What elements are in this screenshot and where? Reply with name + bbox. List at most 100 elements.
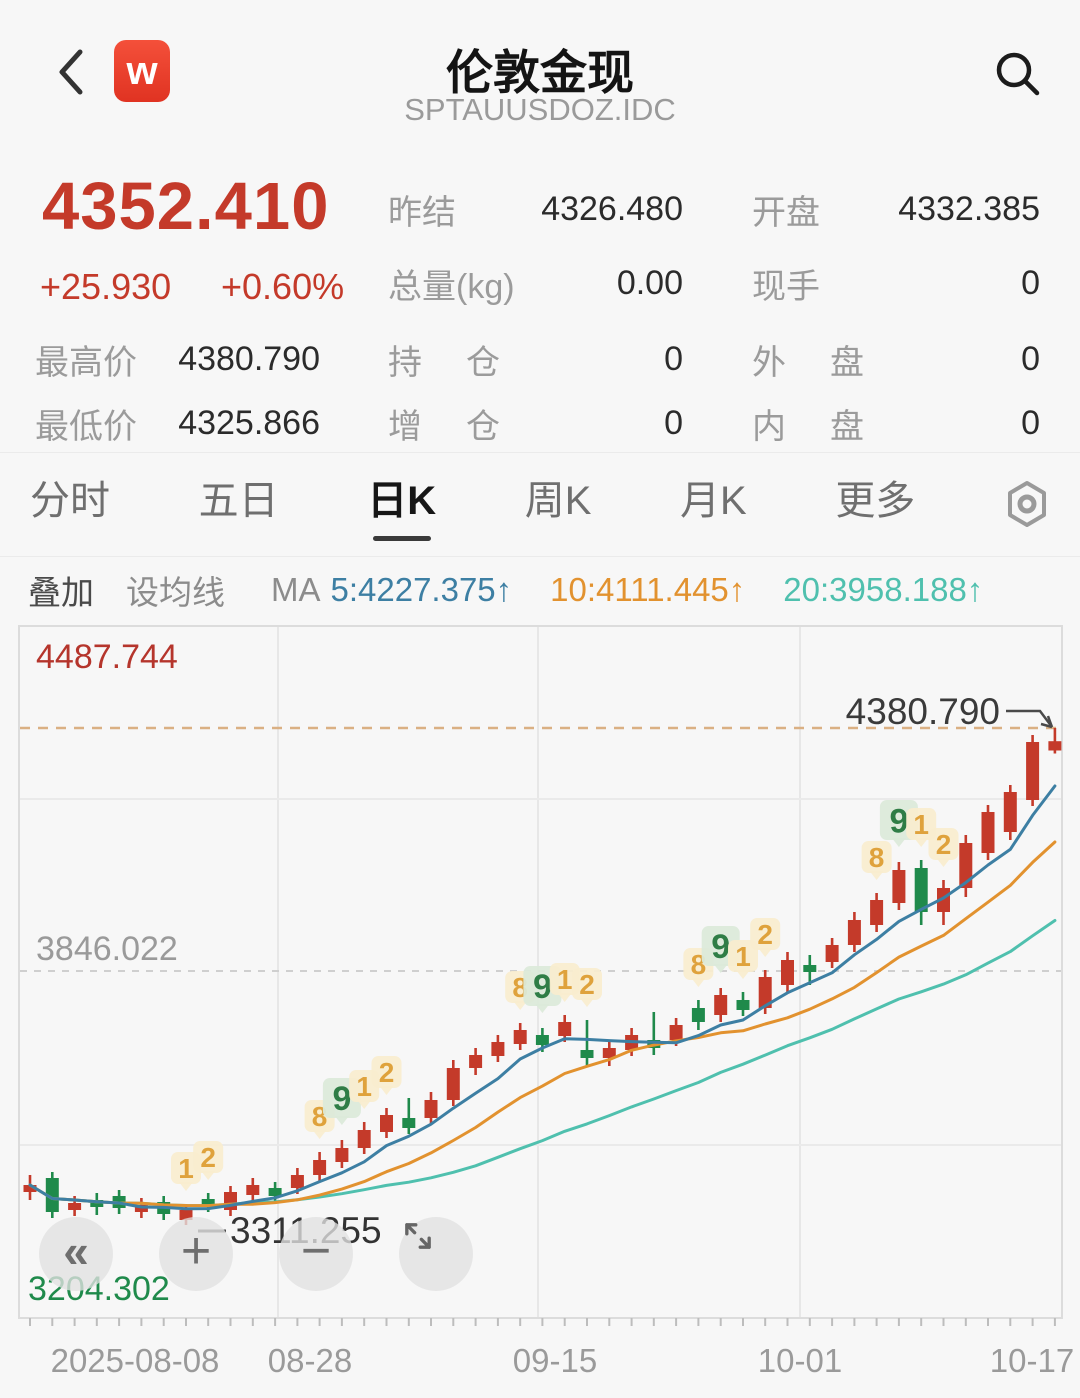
kline-chart[interactable]: 1 2 8 9 1 2 8 9 1 2 8 9 1 2 8 9 1 2 4487.744 3846.022 3204.3… xyxy=(0,620,1080,1332)
stat-label: 总量(kg) xyxy=(388,267,515,306)
stat-label: 增仓 xyxy=(388,407,500,446)
svg-text:1: 1 xyxy=(557,964,573,995)
tab-minute[interactable]: 分时 xyxy=(30,478,110,523)
chart-settings-button[interactable] xyxy=(1004,479,1050,529)
signal-badge-2: 2 xyxy=(750,918,781,957)
ma10-line xyxy=(28,840,1057,1208)
stat-value: 4332.385 xyxy=(898,189,1040,228)
stat-value: 0 xyxy=(664,339,683,378)
stat-label: 现手 xyxy=(752,267,820,306)
svg-text:1: 1 xyxy=(356,1071,372,1102)
back-chevron-icon xyxy=(59,49,83,95)
high-price-marker: 4380.790 xyxy=(846,691,1000,732)
x-axis-labels: 2025-08-08 08-28 09-15 10-01 10-17 xyxy=(0,1334,1080,1394)
divider xyxy=(0,556,1080,557)
ma20-value: 20:3958.188↑ xyxy=(783,571,984,608)
price-change: +25.930 xyxy=(40,266,172,307)
search-button[interactable] xyxy=(990,46,1046,102)
ma5-line xyxy=(28,784,1057,1211)
stat-cell: 现手 0 xyxy=(752,262,1040,306)
stat-value: 0 xyxy=(664,403,683,442)
x-axis-label: 2025-08-08 xyxy=(50,1342,220,1379)
ma-values: 5:4227.375↑ 10:4111.445↑ 20:3958.188↑ xyxy=(331,571,1022,609)
svg-text:9: 9 xyxy=(332,1080,351,1118)
svg-text:8: 8 xyxy=(869,842,885,873)
signal-badge-2: 2 xyxy=(928,828,959,867)
signal-badge-2: 2 xyxy=(572,968,602,1007)
stat-cell: 内盘 0 xyxy=(752,402,1040,446)
y-mid-label: 3846.022 xyxy=(36,930,178,968)
y-max-label: 4487.744 xyxy=(36,638,178,676)
stat-cell: 昨结 4326.480 xyxy=(388,188,683,232)
last-price: 4352.410 xyxy=(42,169,330,244)
zoom-in-icon: + xyxy=(180,1222,212,1280)
stat-value: 4326.480 xyxy=(541,189,683,228)
stat-value: 4380.790 xyxy=(178,339,320,378)
svg-text:2: 2 xyxy=(757,919,773,950)
stat-value: 4325.866 xyxy=(178,403,320,442)
wind-app-logo[interactable]: w xyxy=(114,40,170,102)
x-axis-label: 10-01 xyxy=(757,1342,843,1379)
stat-value: 0 xyxy=(1021,339,1040,378)
header: w 伦敦金现 SPTAUUSDOZ.IDC xyxy=(0,0,1080,140)
search-icon xyxy=(996,52,1040,96)
price-change-percent: +0.60% xyxy=(221,266,345,307)
stat-label: 外盘 xyxy=(752,343,864,382)
tab-five-day[interactable]: 五日 xyxy=(198,478,279,523)
signal-badge-8: 8 xyxy=(861,841,892,880)
x-axis-label: 09-15 xyxy=(512,1342,598,1379)
stat-cell: 增仓 0 xyxy=(388,402,683,446)
ma10-value: 10:4111.445↑ xyxy=(550,571,746,608)
ma5-value: 5:4227.375↑ xyxy=(330,571,513,608)
stat-label: 最低价 xyxy=(35,407,137,446)
logo-letter: w xyxy=(126,48,158,93)
plot-border xyxy=(18,625,1063,1319)
svg-text:2: 2 xyxy=(200,1142,216,1173)
ma-bar: 叠加 设均线 MA 5:4227.375↑ 10:4111.445↑ 20:3958… xyxy=(0,562,1080,618)
overlay-button[interactable]: 叠加 xyxy=(28,574,94,611)
x-axis-label: 10-17 xyxy=(989,1342,1075,1379)
svg-text:1: 1 xyxy=(735,941,751,972)
zoom-out-icon: − xyxy=(300,1222,332,1280)
expand-icon xyxy=(405,1223,431,1249)
svg-text:1: 1 xyxy=(178,1153,194,1184)
stat-label: 最高价 xyxy=(35,343,137,382)
tab-weekly-k[interactable]: 周K xyxy=(524,478,592,523)
svg-text:9: 9 xyxy=(533,968,552,1006)
signal-badge-2: 2 xyxy=(193,1141,224,1180)
ma-label: MA xyxy=(271,571,321,608)
signal-badge-9: 9 xyxy=(322,1078,361,1125)
stat-value: 0 xyxy=(1021,263,1040,302)
svg-text:2: 2 xyxy=(379,1057,395,1088)
zoom-out-button[interactable]: − xyxy=(279,1217,353,1291)
tab-monthly-k[interactable]: 月K xyxy=(680,478,747,523)
signal-badge-1: 1 xyxy=(349,1070,380,1109)
zoom-in-button[interactable]: + xyxy=(159,1217,233,1291)
stat-cell: 总量(kg) 0.00 xyxy=(388,262,683,306)
axis-ticks xyxy=(29,1318,1056,1326)
stats-top: 昨结 4326.480 开盘 4332.385 总量(kg) 0.00 现手 0 xyxy=(388,188,1040,308)
tab-more[interactable]: 更多 xyxy=(835,478,916,523)
stat-label: 持仓 xyxy=(388,343,500,382)
rewind-icon: « xyxy=(63,1225,89,1277)
rewind-button[interactable]: « xyxy=(39,1217,113,1291)
signal-badge-2: 2 xyxy=(371,1056,402,1095)
svg-text:2: 2 xyxy=(579,969,595,1000)
stat-cell: 最低价 4325.866 xyxy=(35,402,320,446)
back-button[interactable] xyxy=(50,44,94,100)
stat-value: 0 xyxy=(1021,403,1040,442)
period-tabs: 分时 五日 日K 周K 月K 更多 xyxy=(0,452,1080,556)
set-ma-button[interactable]: 设均线 xyxy=(126,574,225,611)
stat-label: 开盘 xyxy=(752,193,820,232)
tab-daily-k[interactable]: 日K xyxy=(367,468,436,541)
svg-text:9: 9 xyxy=(711,928,730,966)
expand-button[interactable] xyxy=(399,1217,473,1291)
stat-value: 0.00 xyxy=(616,263,683,302)
x-axis-label: 08-28 xyxy=(267,1342,353,1379)
signal-badge-1: 1 xyxy=(906,808,937,847)
high-price-arrow-icon xyxy=(1006,709,1053,728)
stat-cell: 外盘 0 xyxy=(752,338,1040,382)
stat-label: 昨结 xyxy=(388,193,456,232)
